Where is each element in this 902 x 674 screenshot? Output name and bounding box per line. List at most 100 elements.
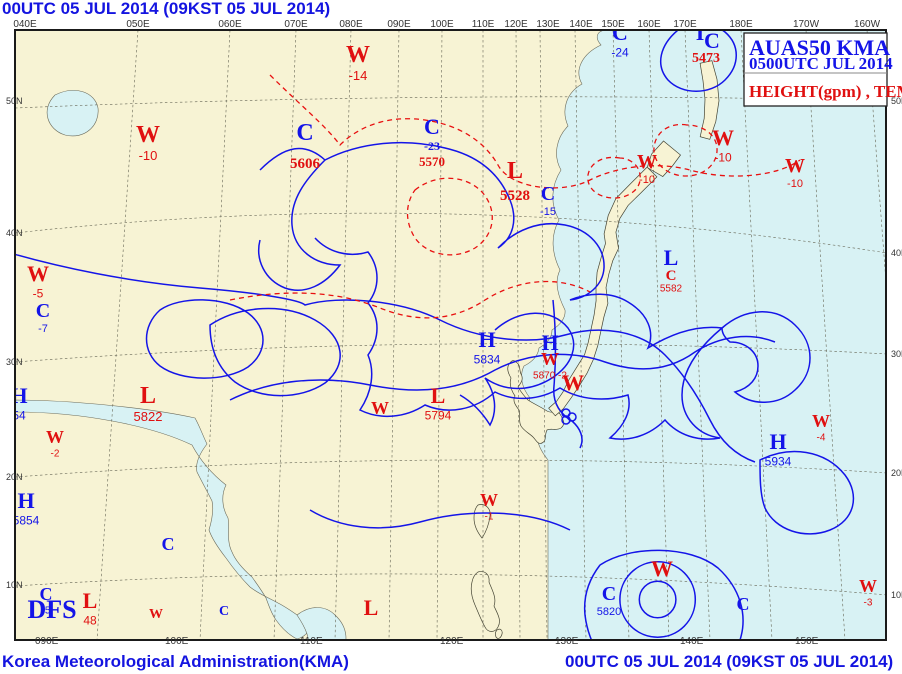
svg-text:170E: 170E [673,19,697,30]
svg-text:C: C [541,183,555,205]
svg-text:C: C [219,604,229,619]
svg-text:48: 48 [83,614,97,628]
svg-text:40N: 40N [6,228,23,238]
svg-text:W: W [371,398,389,418]
svg-text:C: C [424,114,440,139]
svg-text:5582: 5582 [660,283,683,294]
svg-text:-10: -10 [139,148,158,163]
svg-text:40N: 40N [891,248,902,258]
svg-text:W: W [637,151,657,173]
svg-text:50N: 50N [6,96,23,106]
svg-text:5854: 5854 [13,514,40,528]
svg-text:DFS: DFS [27,595,76,624]
svg-text:-10: -10 [639,174,655,186]
svg-text:H: H [478,327,495,352]
svg-text:-10: -10 [714,151,732,165]
svg-text:040E: 040E [13,19,37,30]
svg-text:5473: 5473 [692,51,720,66]
svg-text:L: L [83,588,98,613]
svg-text:090E: 090E [387,19,411,30]
svg-text:130E: 130E [536,19,560,30]
svg-text:-15: -15 [540,206,556,218]
svg-text:W: W [859,576,877,596]
svg-text:110E: 110E [300,636,323,647]
svg-text:-10: -10 [787,178,803,190]
svg-text:0500UTC JUL 2014: 0500UTC JUL 2014 [749,54,893,73]
svg-text:50N: 50N [891,96,902,106]
svg-text:Korea Meteorological Administr: Korea Meteorological Administration(KMA) [2,652,349,671]
svg-text:W: W [812,411,830,431]
svg-text:10N: 10N [891,590,902,600]
svg-text:W: W [149,607,163,622]
svg-text:W: W [541,349,559,369]
svg-text:L: L [140,383,156,409]
svg-text:10N: 10N [6,580,23,590]
svg-text:L: L [664,245,679,270]
svg-text:5934: 5934 [765,455,792,469]
svg-text:H: H [769,429,786,454]
svg-text:170W: 170W [793,19,820,30]
svg-text:C: C [602,583,616,605]
svg-text:L: L [431,383,446,408]
svg-text:120E: 120E [440,636,464,647]
svg-text:160E: 160E [637,19,661,30]
svg-text:00UTC 05 JUL 2014 (09KST 05 JU: 00UTC 05 JUL 2014 (09KST 05 JUL 2014) [565,652,893,671]
svg-text:L: L [507,158,523,184]
svg-text:H: H [17,488,34,513]
svg-text:W: W [27,261,49,286]
svg-text:160W: 160W [854,19,881,30]
svg-text:150E: 150E [795,636,819,647]
svg-text:W: W [346,42,370,68]
svg-text:C: C [666,268,677,284]
svg-text:W: W [785,155,805,177]
svg-text:5822: 5822 [134,409,163,424]
svg-text:5570: 5570 [419,154,445,169]
svg-text:W: W [562,370,584,395]
svg-text:110E: 110E [472,19,495,30]
svg-text:130E: 130E [555,636,579,647]
svg-text:-23: -23 [424,139,440,153]
svg-text:140E: 140E [680,636,704,647]
svg-text:060E: 060E [218,19,242,30]
svg-text:20N: 20N [6,472,23,482]
svg-text:5820: 5820 [597,606,621,618]
svg-text:-2: -2 [51,449,60,460]
svg-text:5834: 5834 [474,353,501,367]
svg-text:5528: 5528 [500,188,530,204]
svg-text:050E: 050E [126,19,150,30]
svg-text:-5: -5 [33,287,44,301]
svg-text:C: C [36,300,50,322]
svg-text:HEIGHT(gpm) , TEMP(C): HEIGHT(gpm) , TEMP(C) [749,82,902,101]
svg-text:20N: 20N [891,468,902,478]
svg-text:150E: 150E [601,19,625,30]
svg-text:W: W [651,556,673,581]
svg-text:C: C [162,534,175,554]
svg-text:090E: 090E [35,636,59,647]
svg-text:5794: 5794 [425,409,452,423]
svg-text:070E: 070E [284,19,308,30]
svg-text:080E: 080E [339,19,363,30]
svg-text:W: W [712,125,734,150]
svg-text:120E: 120E [504,19,528,30]
svg-text:W: W [480,490,498,510]
svg-text:100E: 100E [165,636,189,647]
svg-text:C: C [296,120,313,146]
svg-text:100E: 100E [430,19,454,30]
svg-text:-4: -4 [817,433,826,444]
svg-text:180E: 180E [729,19,753,30]
svg-text:5606: 5606 [290,156,321,172]
svg-text:-14: -14 [349,68,368,83]
svg-text:30N: 30N [891,349,902,359]
svg-text:C: C [737,594,750,614]
svg-text:-3: -3 [864,598,873,609]
svg-text:00UTC 05 JUL 2014 (09KST 05 JU: 00UTC 05 JUL 2014 (09KST 05 JUL 2014) [2,0,330,18]
svg-text:W: W [136,122,160,148]
svg-text:140E: 140E [569,19,593,30]
svg-text:W: W [46,427,64,447]
svg-text:C: C [704,28,720,53]
svg-text:-24: -24 [611,46,629,60]
svg-text:-7: -7 [38,323,48,335]
svg-text:-1: -1 [485,512,494,523]
svg-text:L: L [364,595,379,620]
svg-text:30N: 30N [6,357,23,367]
